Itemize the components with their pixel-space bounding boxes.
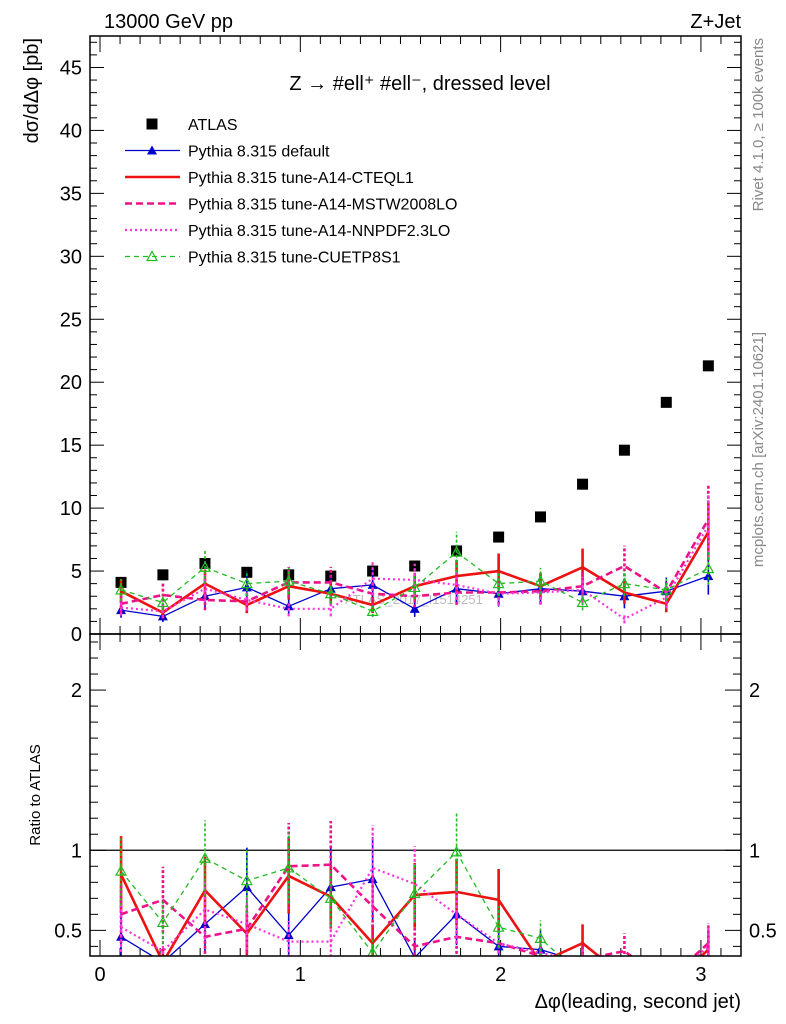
- ratio-point-cuetp: [198, 852, 211, 863]
- main-point-atlas: [577, 478, 589, 490]
- main-plot-grid: 0 5 10 15 20 25 30 35 40 45: [60, 36, 742, 646]
- main-point-atlas: [534, 511, 546, 523]
- ratio-point-cuetp: [240, 874, 253, 886]
- ratio-point-cuetp: [492, 920, 505, 932]
- main-point-atlas: [618, 444, 630, 456]
- main-point-cuetp: [240, 577, 253, 589]
- main-point-cuetp: [660, 583, 673, 595]
- main-point-default: [241, 582, 252, 592]
- main-y-axis-label: dσ/dΔφ [pb]: [21, 38, 43, 143]
- legend-marker-cuetp: [145, 250, 159, 262]
- header-right: Z+Jet: [690, 11, 741, 33]
- main-point-cuetp: [618, 577, 631, 589]
- ratio-point-cuetp: [619, 962, 629, 971]
- legend-label-mstw: Pythia 8.315 tune-A14-MSTW2008LO: [188, 197, 457, 214]
- ratio-point-default: [619, 973, 629, 982]
- ratio-y-tick-label-right: 1: [749, 840, 760, 862]
- ratio-point-cuetp: [115, 864, 128, 876]
- ratio-point-default: [661, 977, 671, 986]
- main-point-cuetp: [408, 581, 421, 593]
- ratio-line-cuetp: [120, 851, 561, 956]
- main-y-tick-label: 35: [60, 183, 82, 205]
- main-point-atlas: [702, 360, 714, 372]
- ratio-point-cuetp: [578, 972, 588, 981]
- main-plot-data: [115, 360, 715, 624]
- main-plot-title: Z → #ell⁺ #ell⁻, dressed level: [289, 73, 550, 95]
- main-y-tick-label: 25: [60, 309, 82, 331]
- ratio-point-cuetp: [156, 916, 169, 927]
- ratio-line-default: [120, 878, 564, 956]
- ratio-y-tick-label: 0.5: [54, 920, 82, 942]
- main-point-atlas: [493, 531, 505, 543]
- main-y-tick-label: 45: [60, 57, 82, 79]
- side-label-mcplots: mcplots.cern.ch [arXiv:2401.10621]: [750, 332, 767, 567]
- legend-label-default: Pythia 8.315 default: [188, 144, 330, 161]
- x-tick-label: 1: [295, 964, 306, 986]
- main-point-cuetp: [492, 577, 505, 589]
- main-point-cuetp: [324, 587, 337, 599]
- ratio-y-axis-label: Ratio to ATLAS: [27, 744, 44, 845]
- main-y-tick-label: 20: [60, 372, 82, 394]
- ratio-plot-grid: 0 1 2 3 0.5 0.5 1 1 2 2: [54, 634, 777, 986]
- main-y-tick-label: 0: [71, 624, 82, 646]
- main-point-cuetp: [282, 574, 295, 586]
- main-y-tick-label: 5: [71, 561, 82, 583]
- legend-marker-atlas: [146, 118, 158, 130]
- x-tick-label: 0: [94, 964, 105, 986]
- ratio-point-default: [158, 957, 168, 966]
- main-y-tick-label: 10: [60, 498, 82, 520]
- main-point-cuetp: [534, 574, 547, 586]
- main-point-cuetp: [366, 605, 379, 616]
- legend-label-cteql1: Pythia 8.315 tune-A14-CTEQL1: [188, 170, 414, 187]
- ratio-plot-frame: [89, 633, 742, 957]
- main-point-cuetp: [450, 545, 463, 557]
- legend-label-atlas: ATLAS: [188, 117, 238, 134]
- main-line-cuetp: [120, 551, 709, 612]
- main-point-cuetp: [156, 596, 169, 608]
- x-tick-label: 3: [695, 964, 706, 986]
- side-label-rivet: Rivet 4.1.0, ≥ 100k events: [750, 38, 767, 211]
- ratio-y-tick-label: 1: [71, 840, 82, 862]
- main-y-tick-label: 15: [60, 435, 82, 457]
- ratio-point-cuetp: [661, 975, 671, 984]
- main-point-default: [409, 603, 420, 613]
- legend-label-nnpdf: Pythia 8.315 tune-A14-NNPDF2.3LO: [188, 223, 450, 240]
- legend: ATLAS Pythia 8.315 default Pythia 8.315 tu…: [125, 117, 457, 267]
- ratio-point-cuetp: [450, 845, 463, 857]
- main-point-atlas: [241, 566, 253, 578]
- main-point-atlas: [660, 396, 672, 408]
- main-point-atlas: [157, 569, 169, 581]
- main-point-cuetp: [576, 596, 589, 608]
- main-point-cuetp: [198, 561, 211, 572]
- main-y-tick-label: 30: [60, 246, 82, 268]
- main-point-cuetp: [115, 583, 128, 595]
- main-point-default: [703, 571, 714, 581]
- main-y-tick-label: 40: [60, 120, 82, 142]
- ratio-point-cuetp: [324, 892, 337, 903]
- ratio-point-cuetp: [408, 887, 421, 899]
- ratio-y-tick-label-right: 0.5: [749, 920, 777, 942]
- ratio-y-tick-label-right: 2: [749, 680, 760, 702]
- ratio-point-cuetp: [367, 946, 378, 956]
- x-tick-label: 2: [495, 964, 506, 986]
- ratio-line-mstw: [120, 863, 710, 956]
- ratio-plot-data: [90, 812, 741, 986]
- x-axis-label: Δφ(leading, second jet): [535, 991, 741, 1013]
- main-point-cuetp: [702, 562, 715, 574]
- ratio-point-default: [578, 957, 588, 966]
- header-left: 13000 GeV pp: [104, 11, 233, 33]
- legend-label-cuetp: Pythia 8.315 tune-CUETP8S1: [188, 250, 401, 267]
- ratio-point-cuetp: [282, 861, 295, 873]
- legend-marker-default: [147, 145, 157, 155]
- ratio-point-cuetp: [534, 932, 547, 943]
- ratio-y-tick-label: 2: [71, 680, 82, 702]
